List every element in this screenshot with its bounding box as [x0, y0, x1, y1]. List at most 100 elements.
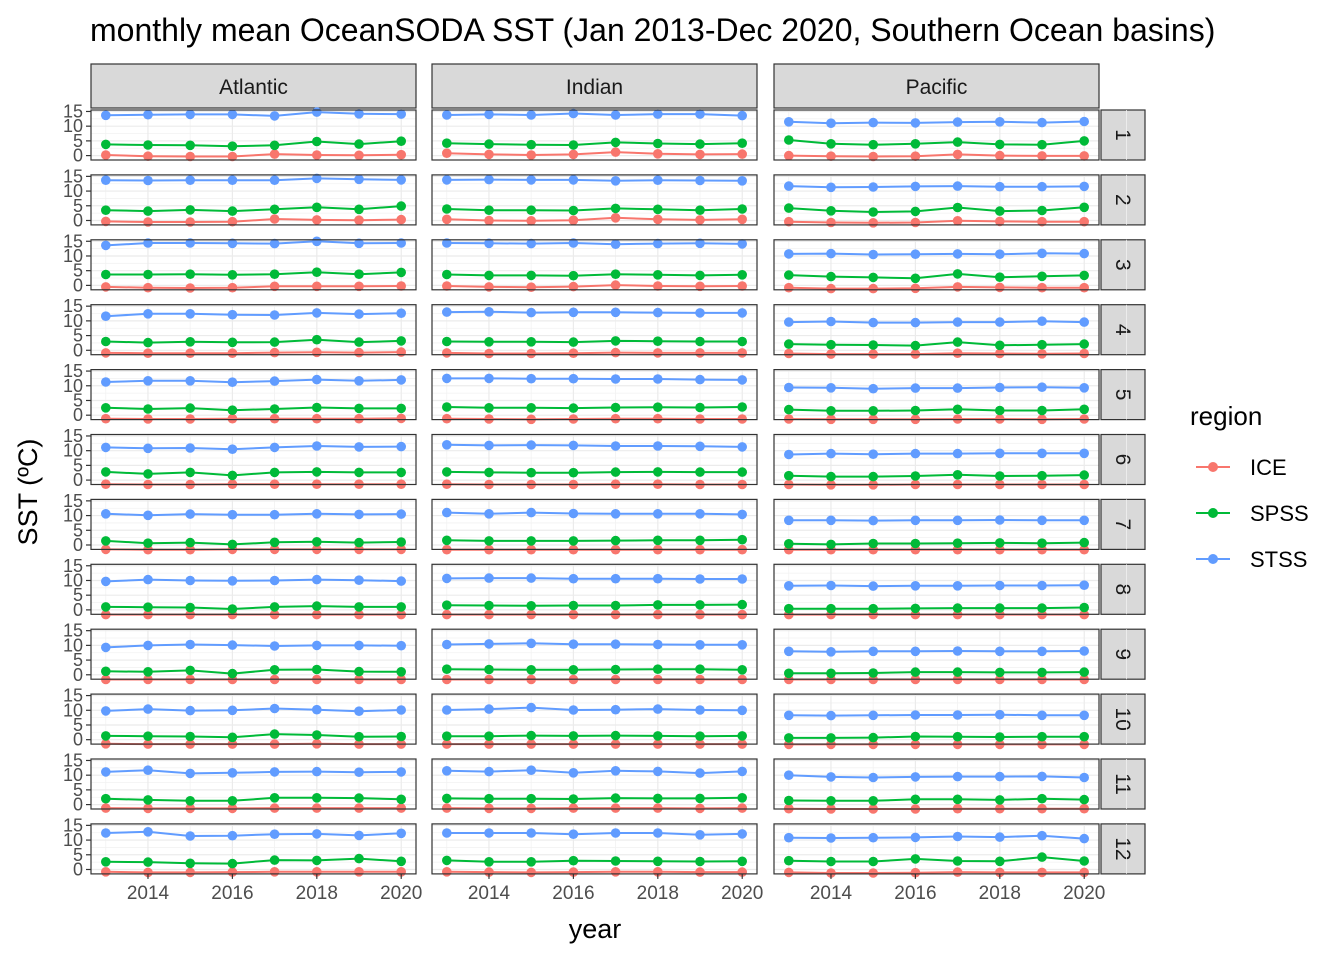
data-point-stss	[868, 182, 878, 192]
data-point-spss	[568, 467, 579, 478]
data-point-stss	[568, 508, 579, 519]
data-point-spss	[1037, 793, 1047, 804]
data-point-stss	[653, 441, 663, 451]
data-point-spss	[784, 795, 794, 806]
data-point-stss	[910, 581, 921, 591]
data-point-stss	[653, 307, 663, 318]
y-tick-label: 5	[73, 520, 83, 540]
data-point-spss	[995, 139, 1005, 150]
data-point-ice	[868, 283, 878, 294]
y-tick-label: 15	[63, 815, 83, 835]
panel-border	[431, 109, 758, 161]
data-point-stss	[526, 638, 536, 649]
y-tick-label: 15	[63, 231, 83, 251]
data-point-spss	[143, 731, 153, 741]
data-point-spss	[185, 403, 195, 413]
data-point-stss	[868, 249, 878, 260]
data-point-ice	[952, 348, 963, 359]
data-point-spss	[484, 857, 494, 867]
y-tick-label: 5	[73, 845, 83, 865]
panel-background	[91, 304, 416, 355]
series-line-spss	[105, 733, 402, 739]
data-point-spss	[784, 603, 794, 614]
y-tick-label: 15	[63, 491, 83, 511]
panel-border	[90, 628, 417, 680]
data-point-stss	[826, 383, 836, 393]
series-line-spss	[446, 859, 743, 863]
data-point-stss	[185, 705, 195, 716]
data-point-stss	[610, 704, 621, 715]
series-line-spss	[105, 668, 402, 675]
panel-border	[773, 304, 1100, 356]
data-point-spss	[910, 603, 921, 614]
panel-atlantic-11	[90, 758, 444, 814]
data-point-stss	[826, 580, 836, 591]
data-point-ice	[227, 216, 238, 227]
data-point-stss	[910, 383, 921, 393]
panel-border	[431, 433, 758, 486]
data-point-spss	[101, 139, 111, 150]
data-point-ice	[995, 867, 1005, 878]
series-line-spss	[446, 668, 743, 671]
panel-border	[90, 433, 417, 486]
facet-row-label: 3	[1111, 259, 1134, 271]
data-point-stss	[610, 374, 621, 384]
data-point-ice	[610, 803, 621, 813]
data-point-ice	[568, 215, 579, 225]
series-line-spss	[446, 538, 743, 542]
data-point-spss	[269, 140, 280, 151]
data-point-stss	[610, 176, 621, 186]
data-point-stss	[695, 768, 705, 778]
data-point-spss	[227, 141, 238, 151]
data-point-stss	[185, 443, 195, 453]
data-point-ice	[910, 217, 921, 228]
x-tick-label: 2016	[211, 883, 253, 904]
data-point-stss	[484, 573, 494, 583]
y-tick-label: 10	[63, 700, 83, 720]
data-point-spss	[695, 856, 705, 867]
legend-key-point	[1208, 554, 1218, 564]
legend-label-spss: SPSS	[1250, 501, 1309, 526]
data-point-spss	[826, 339, 836, 350]
panel-pacific-4	[773, 304, 1127, 359]
data-point-stss	[312, 374, 322, 385]
data-point-spss	[1079, 667, 1089, 677]
data-point-ice	[910, 867, 921, 878]
panel-pacific-1	[773, 109, 1127, 162]
panel-border	[431, 823, 758, 875]
data-point-stss	[354, 309, 364, 319]
x-tick-label: 2014	[127, 883, 170, 904]
data-point-stss	[484, 440, 494, 451]
data-point-spss	[101, 731, 111, 741]
data-point-stss	[185, 509, 195, 519]
data-point-spss	[610, 402, 621, 413]
data-point-spss	[826, 603, 836, 614]
y-tick-label: 10	[63, 181, 83, 201]
data-point-ice	[526, 867, 536, 878]
data-point-stss	[653, 175, 663, 185]
data-point-ice	[354, 867, 364, 877]
panel-background	[432, 564, 757, 615]
data-point-stss	[695, 509, 705, 519]
data-point-stss	[185, 175, 195, 185]
panel-border	[773, 498, 1100, 550]
y-tick-label: 5	[73, 261, 83, 281]
data-point-spss	[227, 539, 238, 550]
data-point-stss	[312, 236, 322, 247]
data-point-spss	[826, 139, 836, 149]
data-point-stss	[185, 639, 195, 650]
data-point-spss	[868, 471, 878, 482]
data-point-stss	[695, 441, 705, 452]
data-point-spss	[442, 402, 452, 412]
data-point-ice	[695, 414, 705, 424]
data-point-stss	[784, 117, 794, 127]
data-point-spss	[101, 793, 111, 804]
data-point-spss	[653, 664, 663, 674]
data-point-spss	[526, 536, 536, 546]
series-line-ice	[105, 417, 402, 420]
series-line-stss	[105, 111, 402, 117]
data-point-stss	[143, 443, 153, 454]
x-tick-label: 2014	[810, 883, 853, 904]
panel-pacific-7	[773, 498, 1127, 555]
data-point-ice	[185, 283, 195, 293]
